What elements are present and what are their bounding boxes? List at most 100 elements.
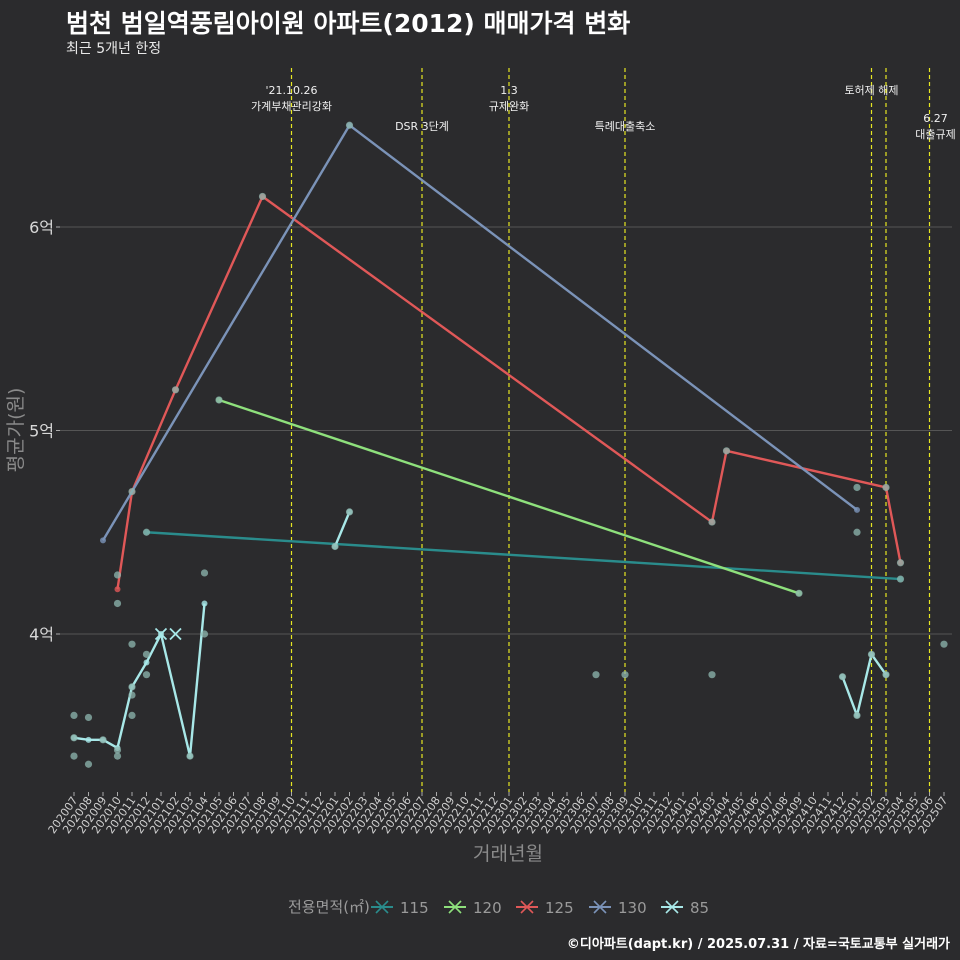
grid-layer [60,226,952,635]
transaction-point [896,575,905,583]
transaction-point [795,589,803,597]
legend-swatch-cross [665,900,679,914]
transaction-point [142,528,151,536]
transaction-point [70,752,78,760]
transaction-point [142,650,151,658]
series-point-85 [143,659,150,666]
transaction-point [708,671,716,679]
legend-swatch-cross [375,900,389,914]
policy-label: 대출규제 [915,128,955,141]
legend-item-115: 115 [371,899,429,917]
policy-label: 특례대출축소 [595,120,656,133]
points-layer [70,121,948,768]
series-layer [71,122,904,760]
policy-label: 규제완화 [489,100,529,113]
transaction-point [99,736,107,744]
transaction-point [70,711,78,720]
transaction-point [592,671,600,679]
transaction-point [128,640,136,648]
legend-label: 120 [473,899,502,917]
transaction-point [113,599,122,608]
transaction-point [200,569,209,577]
policy-label: DSR 3단계 [395,120,449,133]
cross-marker [154,627,168,641]
legend-label: 130 [618,899,647,917]
transaction-point [128,711,136,720]
y-axis: 4억 5억 6억 [29,218,60,644]
series-point-130 [854,506,860,513]
transaction-point [838,673,847,681]
transaction-point [113,571,122,579]
legend-item-120: 120 [444,899,502,917]
y-tick-label: 4억 [29,625,54,644]
transaction-point [84,713,93,722]
transaction-point [345,121,354,129]
transaction-point [331,542,339,551]
cross-stroke [169,627,182,641]
transaction-point [708,518,716,526]
legend-label: 125 [545,899,574,917]
series-line-115 [146,531,901,581]
legend-item-85: 85 [661,899,709,917]
series-line-120 [218,398,800,595]
transaction-point [621,671,629,679]
series-line-85 [73,603,206,758]
transaction-point [142,671,151,679]
transaction-point [882,671,890,679]
footer-credit: ©디아파트(dapt.kr) / 2025.07.31 / 자료=국토교통부 실… [566,937,950,952]
legend-item-125: 125 [516,899,574,917]
series-point-85 [85,736,92,743]
policy-label: '21.10.26 [265,84,317,97]
policy-label: 6.27 [923,112,948,125]
transaction-point [896,559,905,567]
legend-label: 115 [400,899,429,917]
series-line-130 [101,124,858,542]
x-axis-title: 거래년월 [473,843,543,865]
transaction-point [867,650,876,658]
transaction-point [171,386,180,394]
series-point-125 [114,586,121,593]
cross-stroke [154,627,168,641]
series-point-130 [100,537,106,544]
transaction-point [215,396,223,404]
transaction-point [940,640,948,648]
transaction-point [113,752,122,760]
legend-swatch-cross [448,900,462,914]
policy-label: 1.3 [500,84,518,97]
transaction-point [128,487,136,496]
transaction-point [186,752,194,760]
policy-label: 가계부채관리강화 [251,100,332,113]
legend-title: 전용면적(㎡) [288,898,370,916]
chart-subtitle: 최근 5개년 한정 [66,41,162,57]
legend-swatch-cross [520,900,534,914]
cross-marker [169,627,182,641]
series-line-85 [841,653,887,717]
y-tick-label: 6억 [29,218,54,237]
legend-label: 85 [690,899,709,917]
transaction-point [258,192,267,201]
transaction-point [882,483,890,492]
y-axis-title: 평균가(원) [5,388,27,473]
policy-label: 토허제 해제 [844,83,898,97]
transaction-point [113,746,122,754]
transaction-point [345,508,354,516]
series-line-125 [116,195,902,590]
series-line-85 [333,511,351,547]
transaction-point [853,711,861,720]
transaction-point [853,528,861,536]
series-point-85 [201,600,208,607]
legend-swatch-cross [593,900,607,914]
transaction-point [128,691,136,699]
chart-title: 범천 범일역풍림아이원 아파트(2012) 매매가격 변화 [66,9,631,38]
transaction-point [722,447,731,455]
transaction-point [200,630,209,638]
legend: 전용면적(㎡) 115 120 125 130 85 [288,898,709,917]
transaction-point [128,683,136,691]
transaction-point [853,483,861,492]
transaction-point [70,734,78,742]
y-tick-label: 5억 [29,422,54,441]
transaction-point [84,760,93,768]
x-axis: 2020072020082020092020102020112020122021… [46,792,950,836]
